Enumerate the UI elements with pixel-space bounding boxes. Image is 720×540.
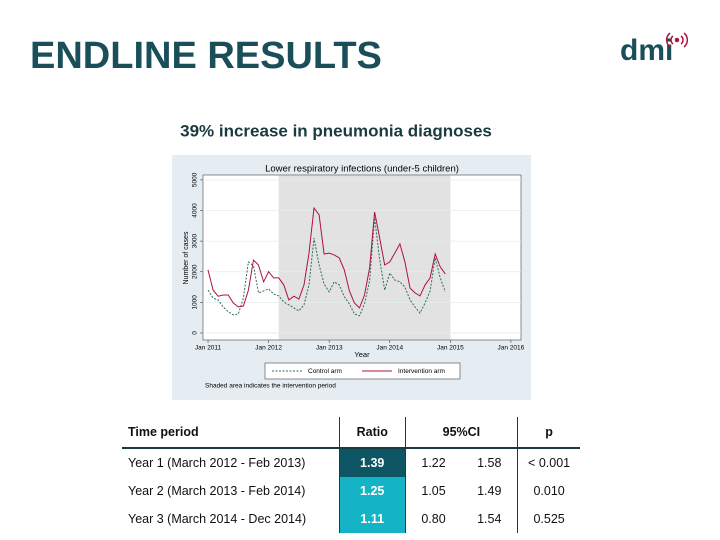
table-cell: 1.05 <box>421 484 446 498</box>
table-row: Year 2 (March 2013 - Feb 2014) 1.25 1.05 1.… <box>122 477 580 505</box>
table-cell: 1.54 <box>477 512 502 526</box>
table-cell: p <box>517 417 580 449</box>
series-line <box>207 217 446 317</box>
x-tick-label: Jan 2013 <box>316 345 343 352</box>
table-cell: 1.39 <box>338 448 406 477</box>
y-tick-label: 3000 <box>192 234 199 249</box>
table-cell: 0.525 <box>517 505 580 533</box>
series-line <box>207 206 446 309</box>
table-cell: Year 3 (March 2014 - Dec 2014) <box>128 512 307 526</box>
table-row: Year 3 (March 2014 - Dec 2014) 1.11 0.80 1.… <box>122 505 580 533</box>
table-cell: 1.58 <box>477 456 502 470</box>
table-cell: Time period <box>122 417 340 449</box>
table-cell: Ratio <box>338 417 406 449</box>
legend-label: Intervention arm <box>398 368 445 375</box>
table-cell: 1.22 <box>421 456 446 470</box>
header-row: Time period Ratio 95%CI p <box>122 417 580 449</box>
subtitle: 39% increase in pneumonia diagnoses <box>180 121 492 140</box>
x-tick-label: Jan 2014 <box>376 345 403 352</box>
y-tick-label: 0 <box>192 331 199 335</box>
y-tick-label: 2000 <box>192 264 199 279</box>
table-cell: 1.25 <box>338 477 406 505</box>
table-cell: 0.80 <box>421 512 446 526</box>
y-axis-label: Number of cases <box>183 231 190 284</box>
table-cell: 1.49 <box>477 484 502 498</box>
legend-label: Control arm <box>308 368 342 375</box>
x-tick-label: Jan 2016 <box>498 345 525 352</box>
slide-title: ENDLINE RESULTS <box>30 35 382 77</box>
y-tick-label: 4000 <box>192 203 199 218</box>
x-axis-label: Year <box>354 350 370 359</box>
table-cell: Year 2 (March 2013 - Feb 2014) <box>128 484 306 498</box>
y-tick-label: 5000 <box>192 172 199 187</box>
y-tick-label: 1000 <box>192 295 199 310</box>
table-cell: 1.11 <box>338 505 406 533</box>
results-table: Time period Ratio 95%CI p Year 1 (March 2012… <box>122 417 580 533</box>
table-cell: 0.010 <box>517 477 580 505</box>
x-tick-label: Jan 2011 <box>195 345 222 352</box>
table-cell: < 0.001 <box>517 448 580 477</box>
x-tick-label: Jan 2012 <box>255 345 282 352</box>
x-tick-label: Jan 2015 <box>437 345 464 352</box>
intervention-shade <box>278 175 451 340</box>
logo: dmi <box>620 34 673 67</box>
logo-signal <box>665 32 689 48</box>
note: Shaded area indicates the intervention p… <box>205 383 336 390</box>
table-row: Year 1 (March 2012 - Feb 2013) 1.39 1.22 1.… <box>122 448 580 477</box>
table-cell: 95%CI <box>405 417 518 449</box>
table-cell: Year 1 (March 2012 - Feb 2013) <box>128 456 306 470</box>
chart-title: Lower respiratory infections (under-5 ch… <box>265 164 459 175</box>
